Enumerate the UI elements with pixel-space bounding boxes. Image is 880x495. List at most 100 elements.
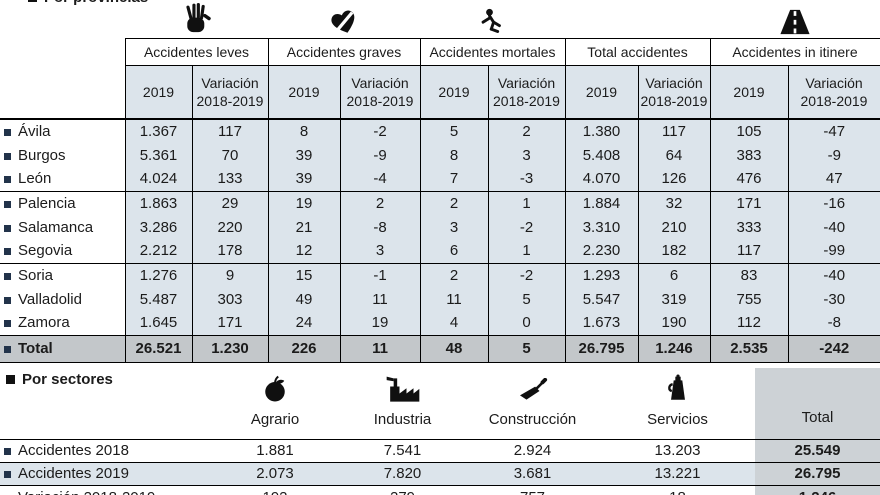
cell-value: 7 xyxy=(419,167,488,191)
cell-value: -16 xyxy=(787,190,880,215)
cell-value: 7.820 xyxy=(340,461,465,485)
bullet-square-icon xyxy=(4,152,11,160)
total-icon-cell xyxy=(565,2,710,38)
bullet-square-icon xyxy=(4,272,11,280)
falling-person-icon xyxy=(481,8,501,33)
group-header-total: Total accidentes xyxy=(564,37,711,66)
cell-value: 2.073 xyxy=(210,461,340,485)
cell-value: 2 xyxy=(487,118,565,143)
cell-value: 11 xyxy=(419,287,488,311)
cell-value: 15 xyxy=(267,262,340,287)
table-row: Zamora 1.645 171 24 19 4 0 1.673 190 112… xyxy=(0,311,880,335)
cell-value: -40 xyxy=(787,262,880,287)
header-icons-row xyxy=(0,2,880,38)
cell-value: 1 xyxy=(487,190,565,215)
cell-value: -1 xyxy=(339,262,420,287)
sector-labels-row: Agrario Industria Construcción Servicios xyxy=(0,406,880,432)
cell-value: 83 xyxy=(709,262,788,287)
cell-value: 192 xyxy=(210,484,340,495)
cell-value: 1.673 xyxy=(564,311,638,335)
cell-value: 4.070 xyxy=(564,167,638,191)
total-value: 26.521 xyxy=(124,334,192,363)
cell-value: 319 xyxy=(637,287,710,311)
cell-value: 220 xyxy=(191,215,268,239)
cell-value: 171 xyxy=(709,190,788,215)
cell-value: 1.367 xyxy=(124,118,192,143)
province-label: León xyxy=(0,167,125,191)
cell-value: 1 xyxy=(487,239,565,263)
cell-value: 476 xyxy=(709,167,788,191)
trowel-icon xyxy=(519,378,547,400)
cell-value: 4.024 xyxy=(124,167,192,191)
province-label: Burgos xyxy=(0,143,125,167)
section-title-provinces-text: Por provincias xyxy=(44,0,148,6)
cell-value: 755 xyxy=(709,287,788,311)
sector-label-agrario: Agrario xyxy=(250,410,300,428)
mortales-icon-cell xyxy=(420,2,565,38)
table-row: Valladolid 5.487 303 49 11 11 5 5.547 31… xyxy=(0,287,880,311)
bullet-square-icon xyxy=(4,346,11,353)
subheader-year: 2019 xyxy=(419,64,489,120)
cell-value: 3 xyxy=(419,215,488,239)
cell-value: -4 xyxy=(339,167,420,191)
cell-value: -2 xyxy=(487,215,565,239)
cell-value: 383 xyxy=(709,143,788,167)
itinere-icon-cell xyxy=(710,2,880,38)
section-title-sectors: Por sectores xyxy=(6,371,113,388)
bullet-square-icon xyxy=(4,248,11,256)
group-header-mortales: Accidentes mortales xyxy=(419,37,566,66)
cell-value: -2 xyxy=(339,118,420,143)
cell-value: 39 xyxy=(267,143,340,167)
cell-value: 2.230 xyxy=(564,239,638,263)
subheader-variation: Variación 2018-2019 xyxy=(339,64,421,120)
subheader-year: 2019 xyxy=(709,64,789,120)
cell-value: 1.884 xyxy=(564,190,638,215)
total-value: 1.246 xyxy=(755,484,880,495)
total-value: 11 xyxy=(339,334,420,363)
cell-value: 1.293 xyxy=(564,262,638,287)
cell-value: 5.547 xyxy=(564,287,638,311)
cell-value: -47 xyxy=(787,118,880,143)
sector-row-label: Accidentes 2019 xyxy=(0,461,210,485)
cell-value: 5.408 xyxy=(564,143,638,167)
cell-value: 13.221 xyxy=(600,461,755,485)
cell-value: 117 xyxy=(637,118,710,143)
blank-cell xyxy=(0,406,210,432)
table-row: Ávila 1.367 117 8 -2 5 2 1.380 117 105 -… xyxy=(0,118,880,143)
cell-value: 19 xyxy=(267,190,340,215)
table-row: Segovia 2.212 178 12 3 6 1 2.230 182 117… xyxy=(0,239,880,263)
cell-value: 6 xyxy=(637,262,710,287)
cell-value: 126 xyxy=(637,167,710,191)
cell-value: 8 xyxy=(267,118,340,143)
group-header-graves: Accidentes graves xyxy=(267,37,421,66)
cell-value: 171 xyxy=(191,311,268,335)
total-value: 1.246 xyxy=(637,334,710,363)
cell-value: 19 xyxy=(339,311,420,335)
total-value: 226 xyxy=(267,334,340,363)
bullet-square-icon xyxy=(4,176,11,184)
cell-value: 2.212 xyxy=(124,239,192,263)
province-label: Valladolid xyxy=(0,287,125,311)
blank-cell xyxy=(0,65,125,119)
cell-value: 18 xyxy=(600,484,755,495)
apple-icon xyxy=(265,375,285,402)
cell-value: 32 xyxy=(637,190,710,215)
cell-value: 11 xyxy=(339,287,420,311)
bullet-square-icon xyxy=(4,296,11,304)
total-label: Total xyxy=(0,334,125,363)
cell-value: 8 xyxy=(419,143,488,167)
cell-value: 210 xyxy=(637,215,710,239)
table-row: Soria 1.276 9 15 -1 2 -2 1.293 6 83 -40 xyxy=(0,262,880,287)
cell-value: 9 xyxy=(191,262,268,287)
total-value: 25.549 xyxy=(755,438,880,462)
table-row: Burgos 5.361 70 39 -9 8 3 5.408 64 383 -… xyxy=(0,143,880,167)
cell-value: 12 xyxy=(267,239,340,263)
blank-cell xyxy=(0,38,125,65)
cell-value: 0 xyxy=(487,311,565,335)
cell-value: 49 xyxy=(267,287,340,311)
cell-value: 178 xyxy=(191,239,268,263)
province-label: Zamora xyxy=(0,311,125,335)
cell-value: 6 xyxy=(419,239,488,263)
subheader-variation: Variación 2018-2019 xyxy=(787,64,880,120)
cell-value: 3.681 xyxy=(465,461,600,485)
